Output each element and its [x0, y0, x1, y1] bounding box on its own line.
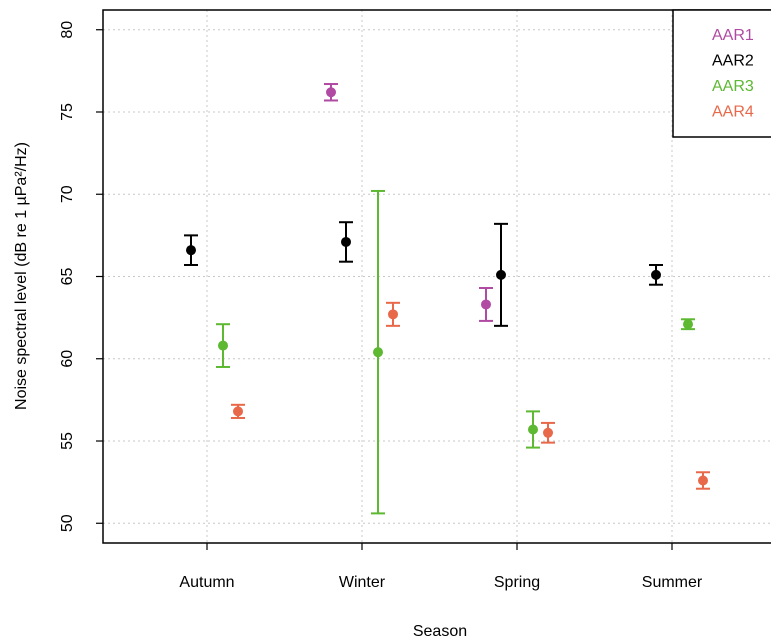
y-tick-label: 55: [59, 432, 76, 450]
x-tick-label: Summer: [642, 574, 703, 591]
point: [388, 309, 398, 320]
point: [218, 340, 228, 351]
legend-label: AAR1: [712, 27, 754, 44]
legend-label: AAR4: [712, 104, 754, 121]
x-tick-label: Winter: [339, 574, 386, 591]
point: [683, 319, 693, 330]
point: [528, 424, 538, 435]
point: [496, 269, 506, 280]
point: [651, 269, 661, 280]
point: [341, 236, 351, 247]
legend-label: AAR2: [712, 53, 754, 70]
y-tick-label: 80: [59, 21, 76, 39]
y-tick-label: 50: [59, 514, 76, 532]
legend-label: AAR3: [712, 78, 754, 95]
y-axis-label: Noise spectral level (dB re 1 µPa²/Hz): [13, 142, 30, 410]
point: [186, 245, 196, 256]
point: [543, 427, 553, 438]
y-tick-label: 60: [59, 350, 76, 368]
point: [373, 347, 383, 358]
point: [233, 406, 243, 417]
y-tick-label: 70: [59, 185, 76, 203]
y-tick-label: 75: [59, 103, 76, 121]
y-tick-label: 65: [59, 268, 76, 286]
point: [326, 87, 336, 98]
x-axis-label: Season: [413, 623, 467, 640]
x-tick-label: Autumn: [179, 574, 234, 591]
plot-frame: [102, 9, 771, 544]
point: [481, 299, 491, 310]
x-tick-label: Spring: [494, 574, 540, 591]
legend-box: [672, 9, 771, 138]
point: [698, 475, 708, 486]
